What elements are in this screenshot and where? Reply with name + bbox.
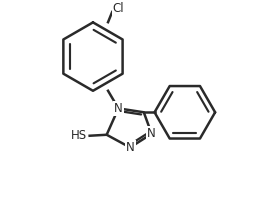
Text: N: N: [114, 102, 123, 115]
Text: HS: HS: [71, 129, 87, 142]
Text: N: N: [147, 127, 156, 140]
Text: Cl: Cl: [113, 2, 124, 15]
Text: N: N: [126, 141, 134, 154]
